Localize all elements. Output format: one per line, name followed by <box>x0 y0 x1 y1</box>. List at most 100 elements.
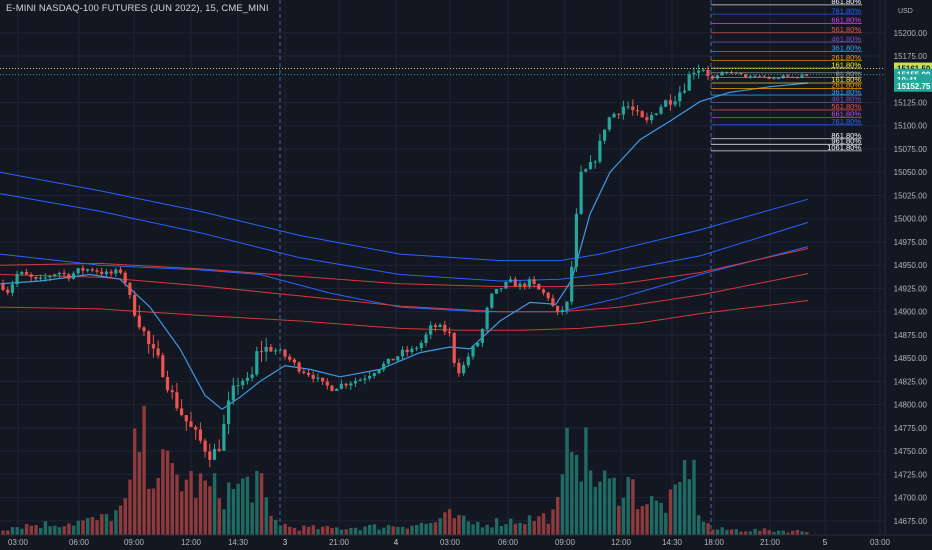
volume-bar <box>457 515 461 535</box>
candle-body <box>391 358 395 361</box>
volume-bar <box>86 517 90 535</box>
candle-body <box>62 272 66 275</box>
candle-body <box>57 272 61 275</box>
fib-level-label: 661.80% <box>831 110 861 119</box>
time-axis-tick-label: 06:00 <box>69 538 90 547</box>
volume-bar <box>6 530 10 535</box>
candle-body <box>104 271 108 275</box>
volume-bar <box>1 530 5 535</box>
ma-line-lower <box>0 246 809 313</box>
volume-bar <box>805 532 809 535</box>
volume-bar <box>640 506 644 535</box>
volume-bar <box>424 523 428 535</box>
price-axis-tick-label: 14925.00 <box>894 284 928 293</box>
candle-body <box>626 106 630 108</box>
volume-bar <box>729 529 734 535</box>
candle-body <box>203 440 207 452</box>
volume-bar <box>405 528 409 535</box>
ma-red-line-lower <box>0 300 809 331</box>
candle-body <box>114 269 118 274</box>
volume-bar <box>598 481 602 535</box>
price-axis-tick-label: 15175.00 <box>894 52 928 61</box>
candle-body <box>457 362 461 374</box>
volume-bar <box>706 523 710 535</box>
candle-body <box>748 76 752 78</box>
candle-body <box>584 169 588 172</box>
candle-body <box>617 113 621 115</box>
volume-bar <box>95 520 99 535</box>
candle-body <box>753 76 757 78</box>
volume-bar <box>551 509 555 535</box>
volume-bar <box>744 531 748 535</box>
candle-body <box>800 74 804 78</box>
candle-body <box>241 380 245 386</box>
price-axis-tick-label: 15025.00 <box>894 191 928 200</box>
candle-body <box>245 377 249 381</box>
volume-bar <box>447 509 452 535</box>
volume-bar <box>650 496 654 535</box>
volume-bar <box>612 477 616 535</box>
candle-body <box>405 349 409 353</box>
volume-bar <box>673 484 677 535</box>
volume-bar <box>570 451 574 535</box>
volume-bar <box>76 520 80 535</box>
volume-bar <box>67 523 71 535</box>
candle-body <box>259 351 264 353</box>
candle-body <box>184 415 188 422</box>
candle-body <box>368 375 372 379</box>
candle-body <box>650 114 654 121</box>
candle-body <box>678 92 682 102</box>
volume-bar <box>142 405 146 535</box>
time-axis-tick-label: 06:00 <box>498 538 519 547</box>
volume-bar <box>410 525 414 535</box>
volume-bar <box>443 512 447 535</box>
volume-bar <box>203 480 207 535</box>
candle-body <box>161 355 165 378</box>
fib-level-label: 561.80% <box>831 25 861 34</box>
volume-bar <box>758 530 762 535</box>
volume-bar <box>161 449 165 535</box>
candle-body <box>419 343 423 348</box>
volume-bar <box>137 451 142 535</box>
candle-body <box>410 348 414 353</box>
candle-body <box>621 106 625 115</box>
volume-bar <box>29 525 33 535</box>
volume-bar <box>255 470 259 535</box>
volume-bar <box>664 512 668 535</box>
candle-body <box>100 271 104 275</box>
candle-body <box>90 269 94 271</box>
candle-body <box>476 343 480 347</box>
time-axis-tick-label: 03:00 <box>440 538 461 547</box>
volume-bar <box>480 527 485 535</box>
candle-body <box>288 356 292 360</box>
candle-body <box>311 375 315 379</box>
candle-body <box>274 350 278 352</box>
volume-bar <box>678 481 682 535</box>
time-axis-tick-label: 09:00 <box>555 538 576 547</box>
fib-level-label: 461.80% <box>831 34 861 43</box>
symbol-title[interactable]: E-MINI NASDAQ-100 FUTURES (JUN 2022), 15… <box>6 3 269 14</box>
volume-bar <box>781 530 785 535</box>
candle-body <box>133 294 137 316</box>
volume-bar <box>165 450 170 535</box>
volume-bar <box>222 509 226 535</box>
volume-bar <box>10 527 15 535</box>
candle-body <box>480 328 484 344</box>
volume-bar <box>739 531 743 535</box>
candle-body <box>541 289 546 293</box>
candle-body <box>180 408 184 416</box>
fib-level-label: 961.80% <box>831 137 861 146</box>
fib-level-label: 361.80% <box>831 87 861 96</box>
candle-body <box>466 356 470 366</box>
candle-body <box>706 69 710 77</box>
candle-body <box>513 279 517 287</box>
volume-bar <box>109 521 113 535</box>
time-axis-tick-label: 03:00 <box>870 538 891 547</box>
ma-line-upper <box>0 171 809 262</box>
candle-body <box>128 282 132 295</box>
candle-body <box>767 77 771 79</box>
volume-bar <box>476 521 480 535</box>
volume-bar <box>48 526 52 535</box>
